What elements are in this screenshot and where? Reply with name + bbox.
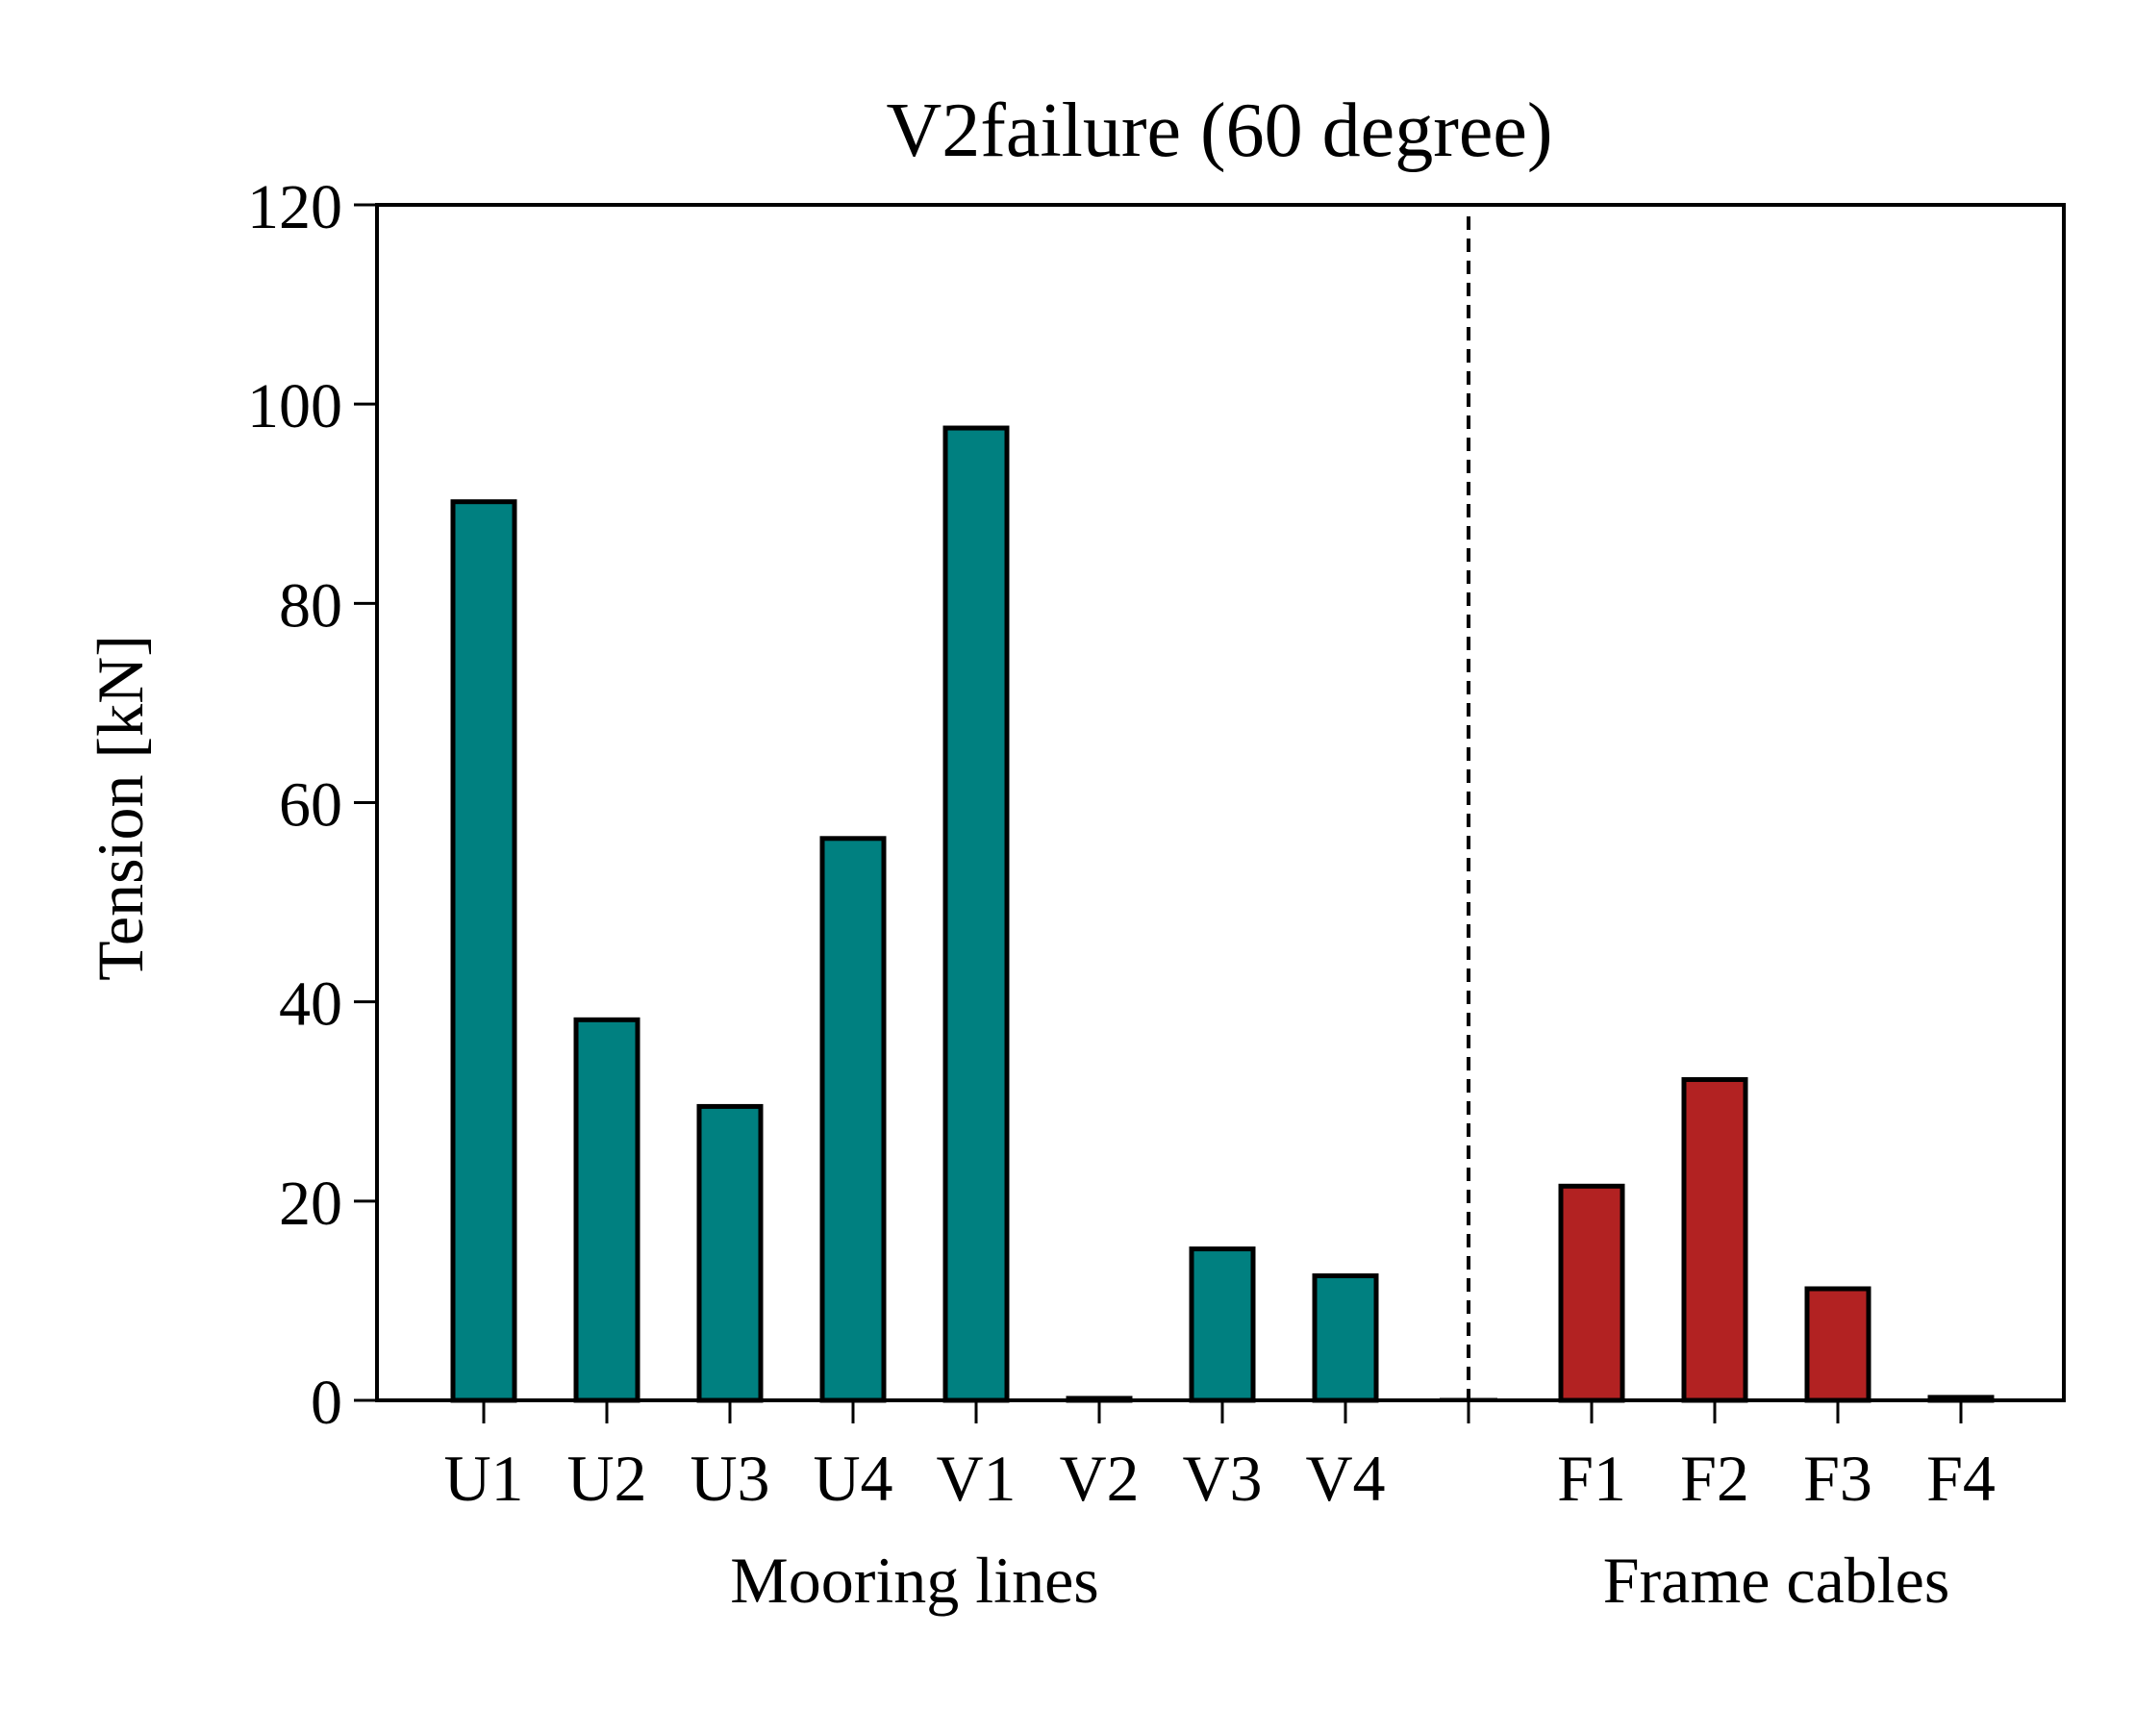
bar-v4	[1312, 1273, 1379, 1403]
plot-area: 0 20 40 60 80 100 120 U1 U2 U3 U4 V1 V2 V3 V4 Mooring l…	[247, 172, 2066, 1617]
y-tick-label: 0	[311, 1368, 342, 1438]
bar-u4	[819, 836, 887, 1403]
y-axis-label: Tension [kN]	[84, 635, 157, 981]
bar-u2	[573, 1017, 640, 1403]
group-label: Mooring lines	[730, 1544, 1098, 1617]
x-tick-label: F1	[1557, 1442, 1626, 1515]
y-tick-label: 100	[247, 371, 342, 441]
x-tick-label: U3	[690, 1442, 769, 1515]
x-tick-label: V3	[1182, 1442, 1262, 1515]
y-tick-label: 60	[279, 770, 342, 841]
bar-u1	[450, 499, 517, 1403]
x-tick-label: F3	[1803, 1442, 1872, 1515]
bar-f3	[1804, 1286, 1871, 1403]
x-tick-label: U2	[566, 1442, 646, 1515]
bar-f1	[1558, 1183, 1625, 1403]
x-tick-label: U1	[443, 1442, 523, 1515]
x-tick-label: V2	[1059, 1442, 1139, 1515]
x-tick-label: V4	[1305, 1442, 1385, 1515]
bar-v3	[1189, 1246, 1256, 1403]
x-tick-label: V1	[936, 1442, 1016, 1515]
group-label: Frame cables	[1603, 1544, 1950, 1617]
y-tick-label: 80	[279, 570, 342, 641]
chart-title: V2failure (60 degree)	[887, 88, 1553, 173]
bar-f2	[1681, 1076, 1748, 1403]
bar-v1	[942, 425, 1010, 1403]
bar-u3	[696, 1103, 764, 1403]
x-tick-label: F2	[1680, 1442, 1749, 1515]
y-tick-label: 120	[247, 172, 342, 242]
x-tick-label: U4	[813, 1442, 892, 1515]
y-tick-label: 40	[279, 969, 342, 1040]
x-tick-label: F4	[1926, 1442, 1996, 1515]
y-tick-label: 20	[279, 1169, 342, 1239]
